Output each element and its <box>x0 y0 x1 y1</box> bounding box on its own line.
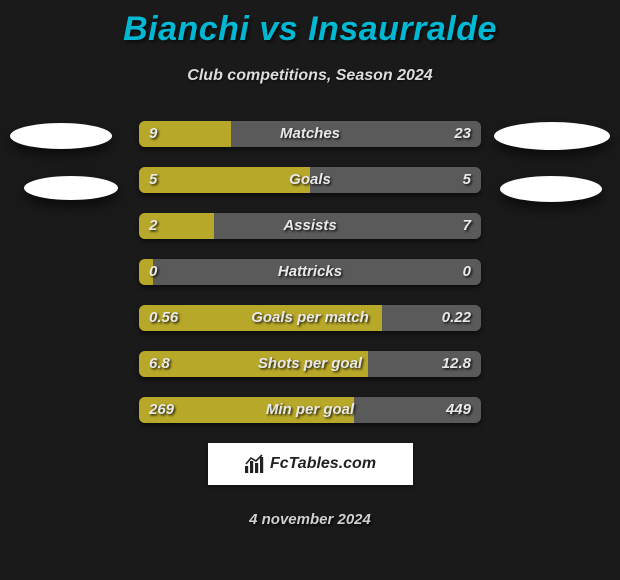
stat-value-right: 0.22 <box>442 305 471 331</box>
stat-row-shots-per-goal: 6.8Shots per goal12.8 <box>139 351 481 377</box>
stat-label: Goals per match <box>139 305 481 331</box>
stat-label: Min per goal <box>139 397 481 423</box>
logo-text: FcTables.com <box>270 455 376 473</box>
stat-label: Assists <box>139 213 481 239</box>
fctables-logo: FcTables.com <box>208 443 413 485</box>
stat-value-right: 5 <box>463 167 471 193</box>
team-ellipse-3 <box>500 176 602 202</box>
stat-row-min-per-goal: 269Min per goal449 <box>139 397 481 423</box>
stat-row-hattricks: 0Hattricks0 <box>139 259 481 285</box>
team-ellipse-0 <box>10 123 112 149</box>
stats-container: 9Matches23 5Goals5 2Assists7 0Hattricks0 0.5… <box>139 121 481 423</box>
stat-label: Goals <box>139 167 481 193</box>
stat-label: Shots per goal <box>139 351 481 377</box>
team-ellipse-2 <box>494 122 610 150</box>
stat-row-assists: 2Assists7 <box>139 213 481 239</box>
stat-value-right: 0 <box>463 259 471 285</box>
team-ellipse-1 <box>24 176 118 200</box>
stat-row-goals: 5Goals5 <box>139 167 481 193</box>
stat-value-right: 12.8 <box>442 351 471 377</box>
stat-value-right: 449 <box>446 397 471 423</box>
stat-value-right: 23 <box>454 121 471 147</box>
chart-icon <box>244 454 264 474</box>
stat-label: Hattricks <box>139 259 481 285</box>
date-label: 4 november 2024 <box>0 511 620 528</box>
stat-row-goals-per-match: 0.56Goals per match0.22 <box>139 305 481 331</box>
page-title: Bianchi vs Insaurralde <box>0 0 620 49</box>
stat-label: Matches <box>139 121 481 147</box>
stat-row-matches: 9Matches23 <box>139 121 481 147</box>
stat-value-right: 7 <box>463 213 471 239</box>
subtitle: Club competitions, Season 2024 <box>0 67 620 85</box>
